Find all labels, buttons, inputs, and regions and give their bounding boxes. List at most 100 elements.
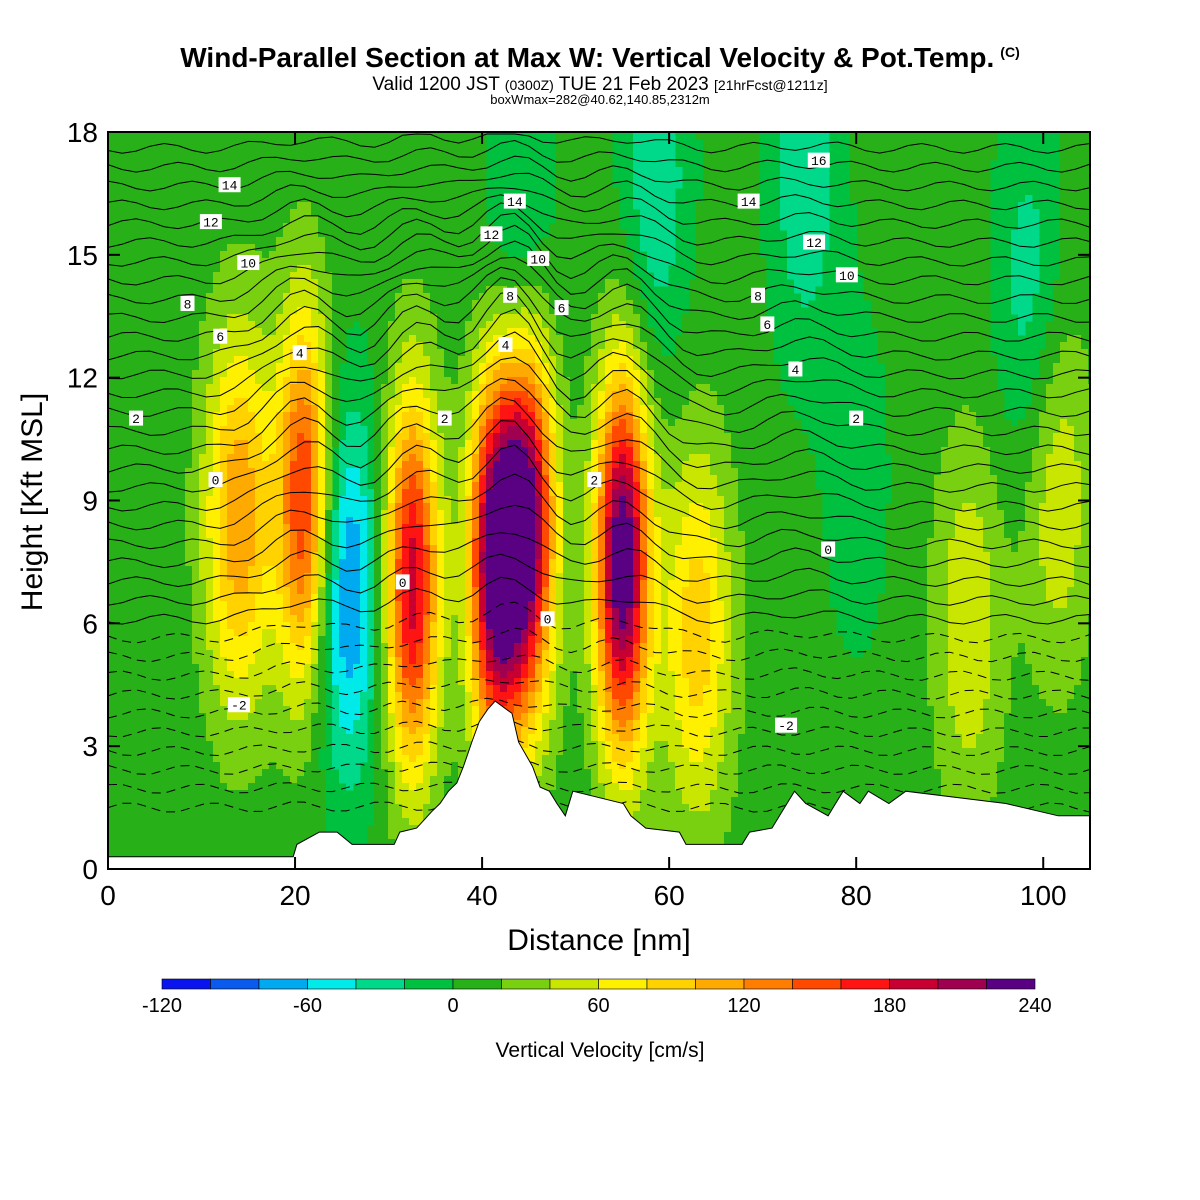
velocity-cell xyxy=(892,405,900,413)
velocity-cell xyxy=(864,160,872,168)
velocity-cell xyxy=(577,370,585,378)
velocity-cell xyxy=(955,258,963,266)
velocity-cell xyxy=(556,328,564,336)
velocity-cell xyxy=(115,139,123,147)
velocity-cell xyxy=(1053,293,1061,301)
velocity-cell xyxy=(752,237,760,245)
velocity-cell xyxy=(941,300,949,308)
velocity-cell xyxy=(815,195,823,203)
velocity-cell xyxy=(647,419,655,427)
velocity-cell xyxy=(374,314,382,322)
velocity-cell xyxy=(906,307,914,315)
velocity-cell xyxy=(962,384,970,392)
velocity-cell xyxy=(486,328,494,336)
velocity-cell xyxy=(290,244,298,252)
velocity-cell xyxy=(318,300,326,308)
velocity-cell xyxy=(563,237,571,245)
velocity-cell xyxy=(290,146,298,154)
velocity-cell xyxy=(262,181,270,189)
velocity-cell xyxy=(164,216,172,224)
velocity-cell xyxy=(934,188,942,196)
velocity-cell xyxy=(591,146,599,154)
velocity-cell xyxy=(178,174,186,182)
velocity-cell xyxy=(1067,188,1075,196)
velocity-cell xyxy=(647,384,655,392)
velocity-cell xyxy=(276,419,284,427)
velocity-cell xyxy=(892,167,900,175)
velocity-cell xyxy=(1032,272,1040,280)
velocity-cell xyxy=(864,293,872,301)
velocity-cell xyxy=(640,384,648,392)
velocity-cell xyxy=(311,307,319,315)
velocity-cell xyxy=(549,279,557,287)
velocity-cell xyxy=(710,300,718,308)
velocity-cell xyxy=(192,181,200,189)
velocity-cell xyxy=(122,426,130,434)
velocity-cell xyxy=(563,377,571,385)
velocity-cell xyxy=(374,293,382,301)
velocity-cell xyxy=(1060,188,1068,196)
velocity-cell xyxy=(906,300,914,308)
velocity-cell xyxy=(605,251,613,259)
velocity-cell xyxy=(122,160,130,168)
velocity-cell xyxy=(703,391,711,399)
velocity-cell xyxy=(374,300,382,308)
velocity-cell xyxy=(395,230,403,238)
velocity-cell xyxy=(171,195,179,203)
velocity-cell xyxy=(451,160,459,168)
velocity-cell xyxy=(654,167,662,175)
velocity-cell xyxy=(451,342,459,350)
velocity-cell xyxy=(1053,391,1061,399)
velocity-cell xyxy=(339,293,347,301)
velocity-cell xyxy=(332,412,340,420)
velocity-cell xyxy=(955,349,963,357)
velocity-cell xyxy=(598,132,606,140)
velocity-cell xyxy=(1067,139,1075,147)
velocity-cell xyxy=(969,174,977,182)
velocity-cell xyxy=(885,293,893,301)
velocity-cell xyxy=(339,188,347,196)
velocity-cell xyxy=(619,391,627,399)
velocity-cell xyxy=(283,363,291,371)
velocity-cell xyxy=(822,223,830,231)
velocity-cell xyxy=(493,328,501,336)
velocity-cell xyxy=(283,377,291,385)
velocity-cell xyxy=(710,167,718,175)
velocity-cell xyxy=(1011,279,1019,287)
velocity-cell xyxy=(1074,377,1082,385)
velocity-cell xyxy=(626,258,634,266)
velocity-cell xyxy=(759,272,767,280)
velocity-cell xyxy=(871,223,879,231)
velocity-cell xyxy=(248,335,256,343)
velocity-cell xyxy=(710,244,718,252)
velocity-cell xyxy=(1018,328,1026,336)
velocity-cell xyxy=(941,412,949,420)
velocity-cell xyxy=(976,377,984,385)
velocity-cell xyxy=(654,384,662,392)
velocity-cell xyxy=(220,342,228,350)
velocity-cell xyxy=(290,132,298,140)
velocity-cell xyxy=(115,405,123,413)
velocity-cell xyxy=(360,160,368,168)
velocity-cell xyxy=(318,174,326,182)
velocity-cell xyxy=(318,370,326,378)
velocity-cell xyxy=(801,272,809,280)
velocity-cell xyxy=(458,223,466,231)
velocity-cell xyxy=(521,363,529,371)
velocity-cell xyxy=(157,314,165,322)
velocity-cell xyxy=(689,356,697,364)
velocity-cell xyxy=(955,286,963,294)
velocity-cell xyxy=(304,314,312,322)
velocity-cell xyxy=(486,391,494,399)
velocity-cell xyxy=(864,265,872,273)
velocity-cell xyxy=(199,370,207,378)
velocity-cell xyxy=(913,349,921,357)
velocity-cell xyxy=(311,244,319,252)
velocity-cell xyxy=(647,258,655,266)
velocity-cell xyxy=(948,223,956,231)
velocity-cell xyxy=(745,132,753,140)
velocity-cell xyxy=(563,321,571,329)
velocity-cell xyxy=(430,258,438,266)
velocity-cell xyxy=(234,384,242,392)
velocity-cell xyxy=(1067,370,1075,378)
